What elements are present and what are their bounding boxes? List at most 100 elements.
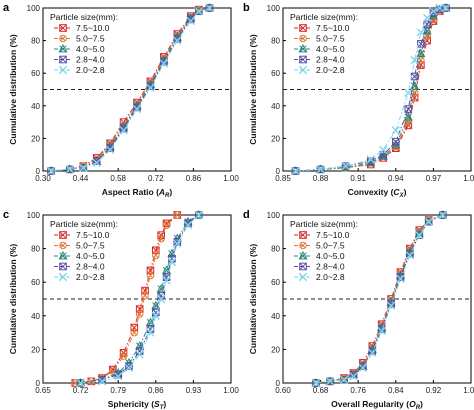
panel-a-legend-label: 2.0~2.8	[76, 65, 105, 75]
panel-c-legend-marker	[58, 251, 68, 260]
panel-a-legend-item: 2.8~4.0	[54, 55, 105, 65]
panel-c-data-point	[97, 377, 107, 386]
panel-c-data-point	[152, 251, 160, 260]
panel-b-legend-marker	[298, 65, 308, 75]
panel-b-legend-item: 5.0~7.5	[294, 34, 345, 44]
panel-d-series-2-0-2-8	[311, 210, 447, 388]
panel-d-xtick-label: 0.68	[313, 386, 329, 395]
panel-c-ytick-label: 100	[27, 211, 41, 220]
panel-d-ylabel: Cumulative distribution (%)	[248, 244, 258, 355]
panel-a-xlabel: Aspect Ratio (AR)	[102, 187, 173, 199]
panel-a-data-point	[186, 16, 195, 26]
panel-a-legend-title: Particle size(mm):	[50, 12, 118, 22]
panel-b-xtick-label: 0.88	[313, 174, 329, 183]
panel-c-data-point	[76, 378, 85, 388]
panel-a-legend-marker	[59, 24, 67, 32]
panel-a-data-point	[205, 3, 214, 13]
panel-d-data-point	[396, 273, 405, 281]
panel-a-ytick-label: 100	[27, 4, 41, 13]
panel-c-xtick-label: 0.86	[148, 386, 164, 395]
panel-c-xtick-label: 0.72	[73, 386, 89, 395]
panel-c-legend-label: 5.0~7.5	[76, 241, 105, 251]
panel-c-data-point	[162, 276, 171, 285]
panel-c-legend-marker	[58, 272, 68, 282]
panel-a-data-point	[105, 145, 115, 155]
panel-c-legend-label: 7.5~10.0	[76, 230, 110, 240]
panel-c-legend-item: 2.8~4.0	[54, 262, 105, 272]
panel-b-legend-item: 4.0~5.0	[294, 44, 345, 54]
panel-a-legend-item: 7.5~10.0	[54, 23, 110, 33]
panel-d-data-point	[396, 274, 405, 284]
panel-d-legend-marker	[299, 241, 307, 250]
panel-a-data-point	[132, 104, 142, 114]
panel-b-label: b	[243, 2, 250, 14]
panel-c-data-point	[173, 211, 182, 219]
panel-a-ytick-label: 20	[31, 134, 40, 143]
panel-d-data-point	[349, 372, 358, 381]
panel-c-data-point	[119, 352, 128, 360]
panel-b-data-point	[435, 3, 444, 13]
panel-d-data-point	[377, 325, 386, 334]
panel-c: c 0.65 0.72 0.79 0.86 0.93 1.00 0 20 40 60 80 100 Cum…	[3, 209, 239, 410]
panel-d-ytick-label: 0	[276, 379, 281, 388]
panel-d-data-point	[368, 347, 377, 355]
panel-c-data-point	[114, 372, 123, 381]
panel-c-label: c	[3, 209, 9, 221]
panel-c-legend-marker	[59, 262, 67, 271]
panel-b-data-point	[410, 81, 420, 90]
panel-c-data-point	[184, 219, 192, 228]
panel-d-xtick-label: 0.84	[388, 386, 404, 395]
panel-c-legend-label: 2.0~2.8	[76, 272, 105, 282]
panel-b-legend-marker	[299, 34, 307, 43]
panel-d-data-point	[438, 210, 447, 220]
panel-d-ytick-label: 20	[271, 345, 280, 354]
panel-b-legend-marker	[299, 55, 307, 64]
panel-a: a 0.30 0.44 0.58 0.72 0.86 1.00 0 20 40 60 80 100 Cum…	[3, 2, 239, 199]
panel-d-legend-marker	[299, 262, 307, 271]
panel-c-data-point	[146, 328, 155, 337]
panel-b-xtick-label: 0.85	[275, 174, 291, 183]
panel-a-ytick-label: 0	[36, 167, 41, 176]
panel-b-legend-label: 2.8~4.0	[316, 55, 345, 65]
panel-a-legend-marker	[59, 34, 67, 43]
panel-c-legend: Particle size(mm):7.5~10.05.0~7.54.0~5.0…	[50, 219, 118, 282]
panel-d-label: d	[243, 209, 250, 221]
panel-d-ytick-label: 40	[271, 312, 280, 321]
panel-d-data-point	[358, 363, 368, 373]
panel-a-data-point	[119, 124, 128, 133]
panel-d-legend-title: Particle size(mm):	[290, 219, 358, 229]
panel-d-data-point	[349, 370, 358, 379]
panel-a-legend-label: 4.0~5.0	[76, 44, 105, 54]
panel-c-xtick-label: 1.00	[223, 386, 239, 395]
panel-c-data-point	[151, 311, 160, 320]
panel-b-legend-label: 4.0~5.0	[316, 44, 345, 54]
panel-b-ytick-label: 20	[271, 134, 280, 143]
panel-c-legend-item: 2.0~2.8	[54, 272, 105, 282]
panel-b-data-point	[291, 166, 300, 176]
panel-a-ytick-label: 80	[31, 37, 40, 46]
panel-d-xtick-label: 0.60	[275, 386, 291, 395]
panel-a-data-point	[46, 166, 56, 176]
panel-d-xlabel: Overall Regularity (OR)	[331, 399, 423, 410]
panel-a-data-point	[173, 36, 182, 45]
panel-c-ytick-label: 80	[31, 245, 40, 254]
panel-b-ytick-label: 60	[271, 69, 280, 78]
panel-a-data-point	[194, 7, 203, 16]
panel-d-ytick-label: 60	[271, 278, 280, 287]
panel-d-legend-label: 7.5~10.0	[316, 230, 350, 240]
panel-b-legend-item: 2.8~4.0	[294, 55, 345, 65]
panel-b-legend-title: Particle size(mm):	[290, 12, 358, 22]
panel-a-legend-marker	[59, 55, 67, 64]
panel-d-ytick-label: 100	[267, 211, 281, 220]
panel-b-data-point	[410, 55, 419, 65]
panel-b-data-point	[392, 137, 400, 146]
panel-a-legend-item: 2.0~2.8	[54, 65, 105, 75]
panel-d-legend-label: 4.0~5.0	[316, 251, 345, 261]
panel-c-data-point	[125, 362, 133, 370]
panel-d-legend-marker	[298, 272, 308, 282]
panel-c-xtick-label: 0.93	[186, 386, 202, 395]
panel-d-legend-item: 2.0~2.8	[294, 272, 345, 282]
panel-a-xtick-label: 0.44	[73, 174, 89, 183]
panel-a-legend-item: 4.0~5.0	[54, 44, 105, 54]
panel-a-xtick-label: 0.86	[186, 174, 202, 183]
